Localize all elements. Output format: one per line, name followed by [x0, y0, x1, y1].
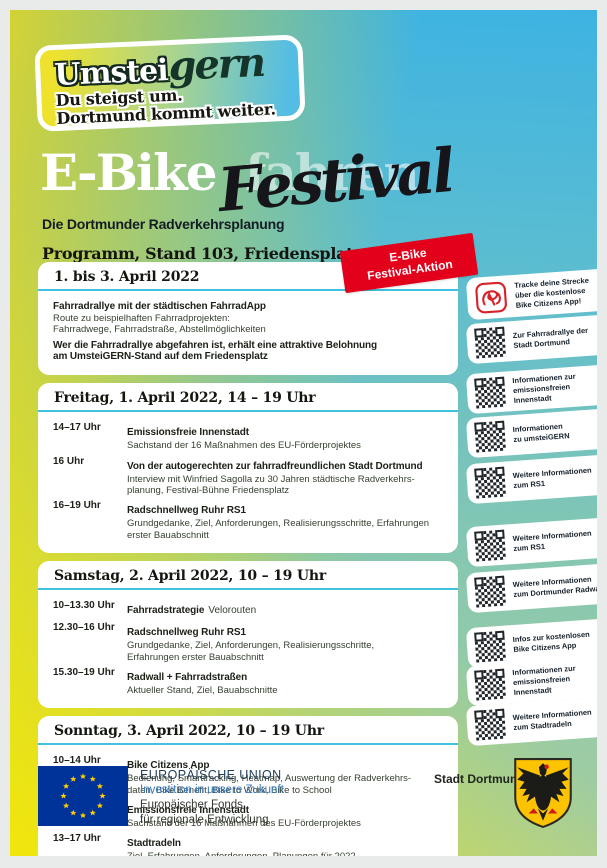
qr-card-rs1-1: Weitere Informationen zum RS1 — [465, 453, 597, 505]
qr-card-label: Weitere Informationen zum RS1 — [512, 465, 592, 491]
time-label: 14–17 Uhr — [53, 422, 101, 434]
eu-flag — [38, 766, 128, 826]
brand-gern: gern — [167, 38, 265, 91]
qr-code — [472, 324, 509, 361]
section-header: Samstag, 2. April 2022, 10 – 19 Uhr — [38, 561, 458, 591]
schedule-row: 16–19 Uhr Radschnellweg Ruhr RS1 Grundge… — [53, 500, 443, 541]
qr-card-label: Informationen zur emissionsfreien Innens… — [512, 664, 576, 697]
program-paragraph: Wer die Fahrradrallye abgefahren ist, er… — [53, 339, 378, 363]
qr-card-label: Tracke deine Strecke über die kostenlose… — [514, 276, 590, 310]
program-paragraph: Fahrradrallye mit der städtischen Fahrra… — [53, 301, 266, 336]
event-description: Aktueller Stand, Ziel, Bauabschnitte — [127, 684, 278, 696]
schedule-row: 16 Uhr Von der autogerechten zur fahrrad… — [53, 456, 443, 497]
program-cards-column: 1. bis 3. April 2022 Fahrradrallye mit d… — [38, 262, 458, 856]
event-description: Interview mit Winfried Sagolla zu 30 Jah… — [127, 473, 415, 496]
schedule-row: Emissionsfreie Innenstadt Sachstand der … — [53, 800, 443, 829]
section-header: Sonntag, 3. April 2022, 10 – 19 Uhr — [38, 716, 458, 746]
title-fahren-ghost: fahren — [244, 143, 420, 202]
time-label: 16 Uhr — [53, 455, 85, 467]
time-label: 15.30–19 Uhr — [53, 666, 115, 678]
event-title: Von der autogerechten zur fahrradfreundl… — [127, 460, 423, 472]
event-title: Emissionsfreie Innenstadt — [127, 427, 249, 439]
event-title: Fahrradstrategie — [127, 605, 205, 617]
time-label: 10–14 Uhr — [53, 755, 101, 767]
event-description: Bedienung, Smarttracking, Heatmap, Auswe… — [127, 773, 412, 796]
schedule-row: 12.30–16 Uhr Radschnellweg Ruhr RS1 Grun… — [53, 622, 443, 663]
poster: Umsteigern Du steigst um. Dortmund kommt… — [10, 10, 597, 856]
page-title: E-Bike fahren — [40, 148, 420, 198]
program-section-rallye: 1. bis 3. April 2022 Fahrradrallye mit d… — [38, 262, 458, 376]
eu-attribution: EUROPÄISCHE UNION Investition in unsere … — [140, 767, 284, 828]
qr-code — [472, 418, 509, 455]
program-section-friday: Freitag, 1. April 2022, 14 – 19 Uhr 14–1… — [38, 383, 458, 554]
qr-card-umsteigern: Informationen zu umsteiGERN — [465, 407, 597, 459]
event-title: Radschnellweg Ruhr RS1 — [127, 627, 246, 639]
qr-code — [472, 706, 509, 743]
event-description: Grundgedanke, Ziel, Anforderungen, Reali… — [127, 518, 430, 541]
program-location-line: Programm, Stand 103, Friedensplatz — [42, 244, 363, 263]
subtitle: Die Dortmunder Radverkehrsplanung — [42, 216, 285, 232]
event-description: Sachstand der 16 Maßnahmen des EU-Förder… — [127, 440, 361, 452]
schedule-row: 10–14 Uhr Bike Citizens App Bedienung, S… — [53, 755, 443, 796]
qr-card-label: Informationen zu umsteiGERN — [512, 421, 570, 445]
bike-citizens-logo-icon — [475, 281, 507, 314]
qr-card-label: Weitere Informationen zum Dortmunder Rad… — [512, 574, 597, 600]
program-section-saturday: Samstag, 2. April 2022, 10 – 19 Uhr 10–1… — [38, 561, 458, 709]
section-header: 1. bis 3. April 2022 — [38, 262, 458, 291]
qr-card-rs1-2: Weitere Informationen zum RS1 — [465, 516, 597, 568]
time-label: 16–19 Uhr — [53, 500, 101, 512]
section-header: Freitag, 1. April 2022, 14 – 19 Uhr — [38, 383, 458, 413]
eu-name: EUROPÄISCHE UNION — [140, 768, 282, 782]
qr-code — [472, 573, 509, 610]
schedule-row: 15.30–19 Uhr Radwall + Fahrradstraßen Ak… — [53, 667, 443, 696]
qr-code — [472, 464, 509, 501]
qr-card-fahrradrallye: Zur Fahrradrallye der Stadt Dortmund — [465, 313, 597, 365]
event-description: Sachstand der 16 Maßnahmen des EU-Förder… — [127, 818, 361, 830]
event-description: Grundgedanke, Ziel, Anforderungen, Reali… — [127, 640, 375, 663]
eu-subline: Investition in unsere Zukunft — [140, 784, 284, 797]
time-label: 13–17 Uhr — [53, 833, 101, 845]
event-description: Ziel, Erfahrungen, Anforderungen, Planun… — [127, 851, 443, 856]
qr-card-label: Weitere Informationen zum Stadtradeln — [512, 707, 592, 733]
schedule-row: 14–17 Uhr Emissionsfreie Innenstadt Sach… — [53, 422, 443, 451]
schedule-row: 13–17 Uhr Stadtradeln Ziel, Erfahrungen,… — [53, 833, 443, 856]
qr-card-label: Weitere Informationen zum RS1 — [512, 528, 592, 554]
time-label: 12.30–16 Uhr — [53, 622, 115, 634]
qr-card-label: Zur Fahrradrallye der Stadt Dortmund — [512, 326, 589, 351]
umsteigern-logo: Umsteigern Du steigst um. Dortmund kommt… — [34, 34, 306, 132]
brand-wordmark: Umsteigern — [54, 38, 300, 93]
qr-code — [472, 374, 509, 411]
qr-card-radwall: Weitere Informationen zum Dortmunder Rad… — [465, 562, 597, 614]
event-title: Stadtradeln — [127, 838, 181, 850]
qr-card-bike-citizens-track: Tracke deine Strecke über die kostenlose… — [465, 267, 597, 321]
eu-fund-line1: Europäischer Fonds — [140, 799, 243, 812]
event-title: Radwall + Fahrradstraßen — [127, 671, 248, 683]
eu-fund-line2: für regionale Entwicklung — [140, 814, 269, 827]
qr-card-label: Informationen zur emissionsfreien Innens… — [512, 372, 576, 405]
title-ebike: E-Bike — [40, 143, 217, 202]
qr-code — [472, 666, 509, 703]
event-title: Radschnellweg Ruhr RS1 — [127, 505, 246, 517]
qr-card-emissionsfrei-1: Informationen zur emissionsfreien Innens… — [465, 363, 597, 415]
qr-code — [472, 628, 509, 665]
qr-code — [472, 527, 509, 564]
event-title: Bike Citizens App — [127, 760, 210, 772]
dortmund-crest-icon — [514, 758, 572, 829]
city-label: Stadt Dortmund — [434, 772, 525, 786]
event-title: Emissionsfreie Innenstadt — [127, 805, 249, 817]
time-label: 10–13.30 Uhr — [53, 600, 115, 612]
schedule-row: 10–13.30 Uhr Fahrradstrategie Velorouten — [53, 600, 257, 617]
qr-card-label: Infos zur kostenlosen Bike Citizens App — [512, 629, 590, 655]
